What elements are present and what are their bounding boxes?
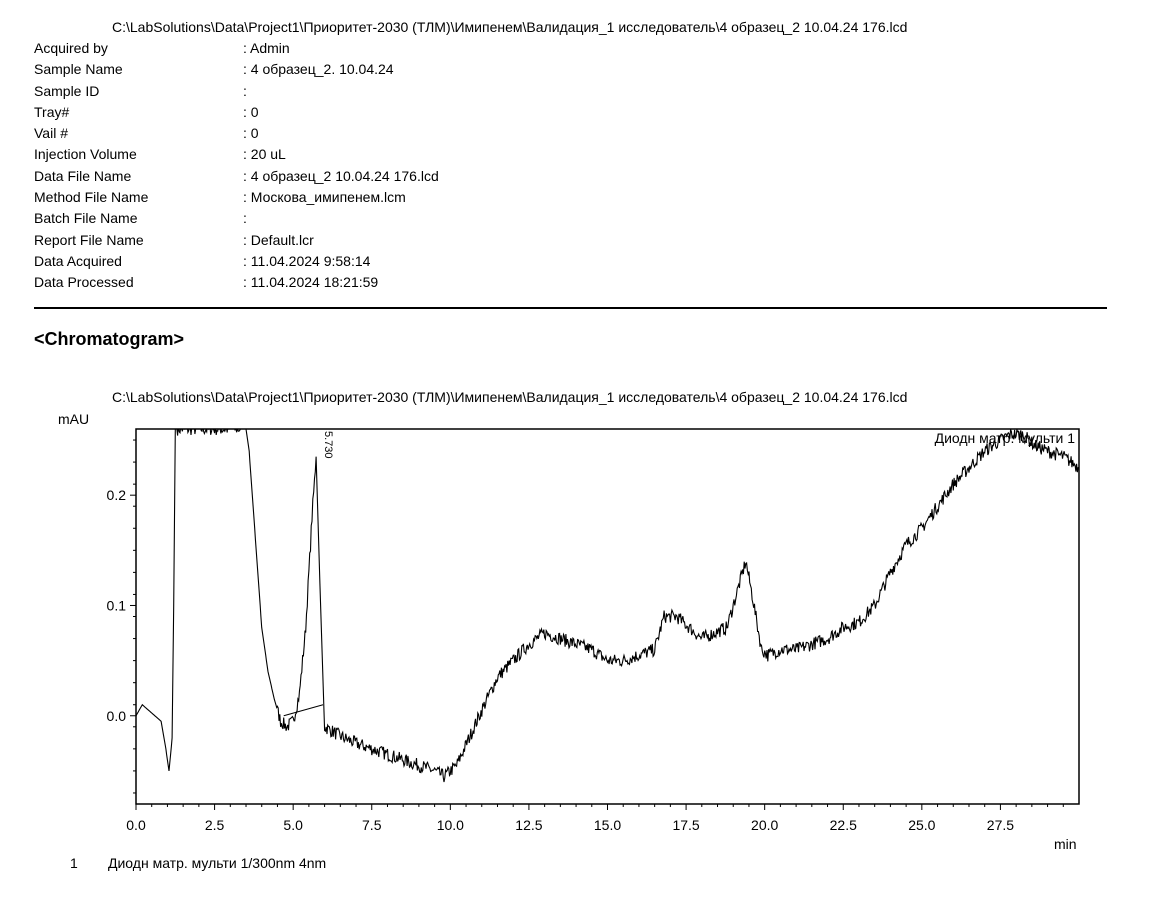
x-tick-label: 20.0 <box>751 817 778 833</box>
y-tick-label: 0.0 <box>107 708 127 724</box>
x-tick-label: 2.5 <box>205 817 225 833</box>
meta-label: Injection Volume <box>34 146 137 163</box>
meta-value: : 20 uL <box>243 146 286 163</box>
report-file-path: C:\LabSolutions\Data\Project1\Приоритет-… <box>112 19 908 35</box>
y-tick-label: 0.1 <box>107 597 127 613</box>
chart-title: C:\LabSolutions\Data\Project1\Приоритет-… <box>112 389 908 405</box>
meta-value: : 0 <box>243 125 259 142</box>
meta-value: : Admin <box>243 40 290 56</box>
x-tick-label: 22.5 <box>830 817 857 833</box>
legend-text: Диодн матр. мульти 1/300nm 4nm <box>108 855 327 871</box>
meta-value: : Москова_имипенем.lcm <box>243 189 406 206</box>
x-tick-label: 5.0 <box>283 817 303 833</box>
x-axis-label: min <box>1054 836 1077 852</box>
meta-label: Batch File Name <box>34 210 138 227</box>
meta-value: : 11.04.2024 9:58:14 <box>243 252 371 269</box>
meta-value: : <box>243 82 247 99</box>
meta-value: : Default.lcr <box>243 231 314 248</box>
meta-value: : 11.04.2024 18:21:59 <box>243 274 379 291</box>
peak-baseline <box>283 704 324 717</box>
meta-value: : 4 образец_2 10.04.24 176.lcd <box>243 167 439 184</box>
x-tick-label: 0.0 <box>126 817 146 833</box>
section-title: <Chromatogram> <box>34 329 185 349</box>
meta-label: Sample ID <box>34 82 100 99</box>
meta-value: : 0 <box>243 103 259 120</box>
x-tick-label: 17.5 <box>672 817 699 833</box>
y-tick-label: 0.2 <box>107 487 127 503</box>
meta-label: Tray# <box>34 103 70 120</box>
peak-label: 5.730 <box>322 431 334 459</box>
x-tick-label: 15.0 <box>594 817 621 833</box>
plot-frame <box>135 428 1080 805</box>
meta-label: Vail # <box>34 125 68 142</box>
meta-label: Method File Name <box>34 189 149 206</box>
meta-label: Data Acquired <box>34 252 122 269</box>
legend-number: 1 <box>70 855 78 871</box>
chromatogram-chart: mAU min Диодн матр. мульти 1 0.0 2.5 5.0 7.… <box>58 411 1080 852</box>
section-divider <box>34 307 1107 309</box>
chromatogram-trace <box>136 429 1079 783</box>
chart-legend: 1 Диодн матр. мульти 1/300nm 4nm <box>70 855 326 871</box>
meta-label: Sample Name <box>34 61 123 78</box>
meta-value: : 4 образец_2. 10.04.24 <box>243 61 394 78</box>
meta-label: Report File Name <box>34 231 144 248</box>
x-tick-label: 10.0 <box>437 817 464 833</box>
meta-label: Data File Name <box>34 167 132 184</box>
meta-value: : <box>243 210 247 227</box>
trace-label: Диодн матр. мульти 1 <box>935 430 1076 446</box>
meta-label: Acquired by <box>34 40 108 56</box>
x-tick-label: 27.5 <box>987 817 1014 833</box>
x-tick-label: 25.0 <box>908 817 935 833</box>
x-tick-label: 12.5 <box>515 817 542 833</box>
meta-label: Data Processed <box>34 274 134 291</box>
y-axis-label: mAU <box>58 411 89 427</box>
x-tick-label: 7.5 <box>362 817 382 833</box>
